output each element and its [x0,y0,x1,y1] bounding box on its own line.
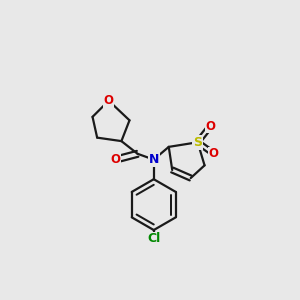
Text: N: N [148,153,159,166]
Text: O: O [111,153,121,166]
Text: Cl: Cl [147,232,160,245]
Text: S: S [193,136,202,149]
Text: O: O [205,120,215,133]
Text: O: O [104,94,114,107]
Text: O: O [209,147,219,160]
